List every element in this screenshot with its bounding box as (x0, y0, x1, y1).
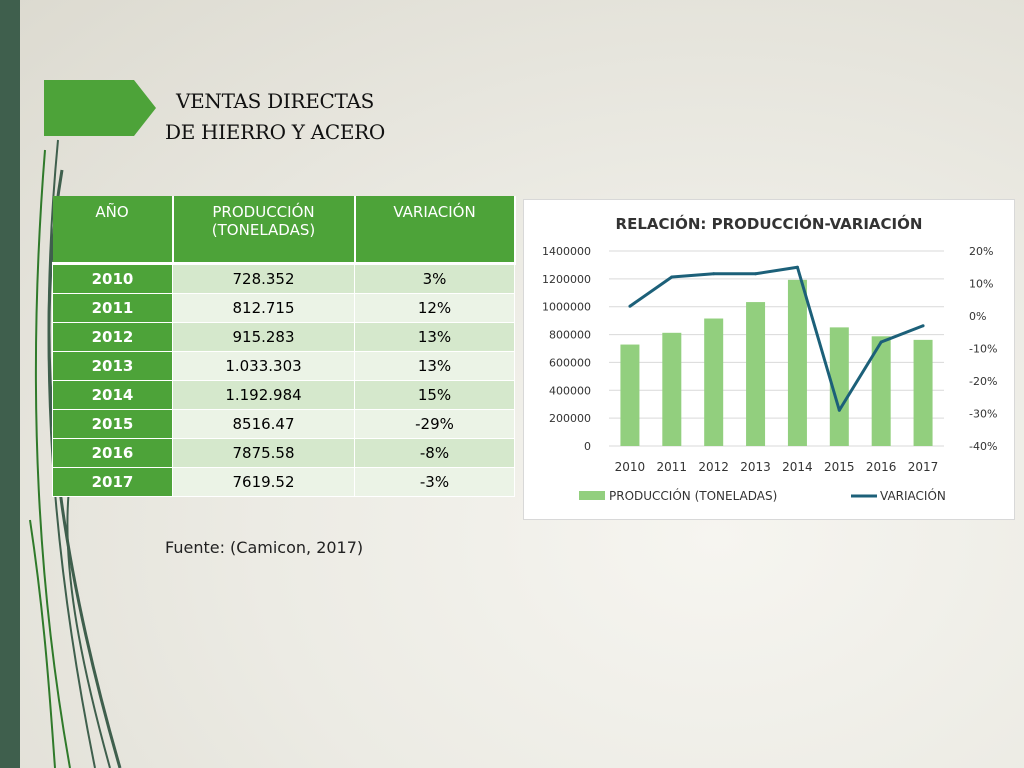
production-cell: 1.192.984 (172, 379, 355, 410)
bar (871, 336, 891, 446)
variation-line (629, 265, 924, 412)
y-left-tick-label: 800000 (549, 329, 591, 342)
y-left-tick-label: 400000 (549, 384, 591, 397)
y-right-tick-label: -30% (969, 408, 997, 421)
y-left-tick-label: 200000 (549, 412, 591, 425)
y-right-tick-label: -10% (969, 343, 997, 356)
line-point (795, 265, 799, 269)
line-point (921, 324, 925, 328)
bar (913, 339, 933, 446)
year-cell: 2011 (52, 292, 173, 323)
line-point (837, 408, 841, 412)
table-row: 2010 728.352 3% (52, 262, 515, 294)
table-row: 2011 812.715 12% (52, 292, 515, 323)
bar (620, 344, 640, 446)
year-cell: 2013 (52, 350, 173, 381)
year-cell: 2017 (52, 466, 173, 497)
combo-chart: RELACIÓN: PRODUCCIÓN-VARIACIÓN 1400000 120… (542, 214, 997, 503)
bar (829, 327, 849, 446)
table-row: 2012 915.283 13% (52, 321, 515, 352)
y-right-tick-label: -20% (969, 375, 997, 388)
production-table: AÑO PRODUCCIÓN (TONELADAS) VARIACIÓN 201… (52, 196, 516, 497)
chart-container: RELACIÓN: PRODUCCIÓN-VARIACIÓN 1400000 120… (523, 199, 1015, 520)
line-point (754, 272, 758, 276)
title-arrow-shape (44, 80, 156, 136)
x-tick-label: 2010 (615, 460, 646, 474)
production-cell: 7875.58 (172, 437, 355, 468)
y-left-tick-label: 0 (584, 440, 591, 453)
year-cell: 2016 (52, 437, 173, 468)
legend-label-variation: VARIACIÓN (880, 488, 946, 503)
variation-cell: 15% (354, 379, 515, 410)
bar (662, 332, 682, 446)
production-cell: 8516.47 (172, 408, 355, 439)
year-cell: 2012 (52, 321, 173, 352)
x-tick-label: 2013 (740, 460, 771, 474)
title-line-1: VENTAS DIRECTAS (175, 89, 375, 113)
y-left-tick-label: 600000 (549, 356, 591, 369)
table-row: 2015 8516.47 -29% (52, 408, 515, 439)
variation-cell: 13% (354, 321, 515, 352)
year-cell: 2014 (52, 379, 173, 410)
side-bar (0, 0, 20, 768)
year-cell: 2015 (52, 408, 173, 439)
table-row: 2017 7619.52 -3% (52, 466, 515, 497)
variation-cell: -29% (354, 408, 515, 439)
chart-title: RELACIÓN: PRODUCCIÓN-VARIACIÓN (616, 214, 923, 233)
x-tick-label: 2014 (782, 460, 813, 474)
line-point (670, 275, 674, 279)
title-line-2: DE HIERRO Y ACERO (164, 120, 386, 144)
y-right-tick-label: 20% (969, 245, 993, 258)
y-right-tick-label: 10% (969, 278, 993, 291)
y-right-tick-label: -40% (969, 440, 997, 453)
bar (704, 318, 724, 446)
line-point (879, 340, 883, 344)
y-left-tick-label: 1200000 (542, 273, 591, 286)
variation-cell: -3% (354, 466, 515, 497)
line-point (628, 304, 632, 308)
production-cell: 915.283 (172, 321, 355, 352)
variation-cell: 3% (354, 262, 515, 294)
legend-label-production: PRODUCCIÓN (TONELADAS) (609, 488, 777, 503)
table-row: 2013 1.033.303 13% (52, 350, 515, 381)
x-tick-label: 2011 (657, 460, 688, 474)
table-row: 2014 1.192.984 15% (52, 379, 515, 410)
header-production: PRODUCCIÓN (TONELADAS) (172, 196, 356, 265)
variation-cell: 12% (354, 292, 515, 323)
header-variation: VARIACIÓN (354, 196, 516, 265)
x-tick-label: 2017 (908, 460, 939, 474)
production-cell: 1.033.303 (172, 350, 355, 381)
production-cell: 728.352 (172, 262, 355, 294)
production-cell: 7619.52 (172, 466, 355, 497)
header-year: AÑO (52, 196, 174, 265)
x-tick-label: 2015 (824, 460, 855, 474)
production-cell: 812.715 (172, 292, 355, 323)
y-left-tick-label: 1400000 (542, 245, 591, 258)
x-tick-label: 2016 (866, 460, 897, 474)
legend-swatch-production (579, 491, 605, 500)
table-row: 2016 7875.58 -8% (52, 437, 515, 468)
year-cell: 2010 (52, 262, 173, 294)
slide-title: VENTAS DIRECTAS DE HIERRO Y ACERO (150, 86, 400, 148)
bar (787, 279, 807, 446)
line-point (712, 272, 716, 276)
bar (746, 302, 766, 446)
x-tick-label: 2012 (698, 460, 729, 474)
y-right-tick-label: 0% (969, 310, 986, 323)
y-left-tick-label: 1000000 (542, 301, 591, 314)
variation-cell: 13% (354, 350, 515, 381)
source-caption: Fuente: (Camicon, 2017) (165, 538, 364, 557)
variation-cell: -8% (354, 437, 515, 468)
